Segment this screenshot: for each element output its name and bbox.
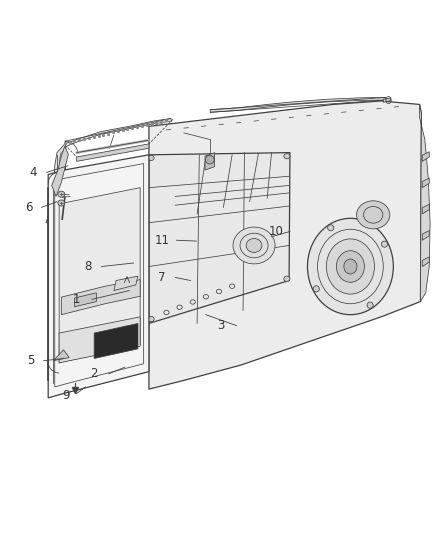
Ellipse shape: [357, 201, 390, 229]
Polygon shape: [422, 152, 429, 161]
Polygon shape: [422, 204, 429, 214]
Ellipse shape: [58, 191, 65, 197]
Text: 4: 4: [29, 166, 37, 179]
Ellipse shape: [313, 286, 319, 292]
Ellipse shape: [233, 227, 275, 264]
Polygon shape: [114, 276, 138, 290]
Text: 9: 9: [62, 389, 70, 402]
Polygon shape: [210, 98, 386, 112]
Ellipse shape: [58, 200, 65, 206]
Polygon shape: [53, 350, 69, 361]
Polygon shape: [46, 118, 172, 223]
Ellipse shape: [328, 225, 334, 231]
Polygon shape: [422, 178, 429, 188]
Ellipse shape: [148, 155, 154, 160]
Polygon shape: [74, 293, 96, 307]
Polygon shape: [422, 257, 429, 266]
Ellipse shape: [326, 239, 374, 294]
Ellipse shape: [284, 276, 290, 281]
Ellipse shape: [344, 259, 357, 274]
Ellipse shape: [307, 219, 393, 314]
Ellipse shape: [246, 238, 262, 253]
Polygon shape: [149, 152, 290, 324]
Text: 10: 10: [268, 225, 283, 238]
Polygon shape: [61, 280, 140, 314]
Ellipse shape: [367, 302, 373, 308]
Ellipse shape: [205, 155, 214, 164]
Ellipse shape: [148, 317, 154, 322]
Polygon shape: [48, 155, 149, 398]
Text: 5: 5: [27, 354, 34, 367]
Text: 3: 3: [218, 319, 225, 332]
Text: 8: 8: [84, 260, 91, 273]
Polygon shape: [94, 324, 138, 359]
Polygon shape: [59, 188, 140, 363]
Ellipse shape: [381, 241, 388, 247]
Text: 2: 2: [90, 367, 98, 381]
Text: 6: 6: [25, 201, 32, 214]
Polygon shape: [422, 231, 429, 240]
Polygon shape: [77, 144, 149, 161]
Polygon shape: [205, 152, 215, 170]
Text: 11: 11: [155, 233, 170, 247]
Polygon shape: [149, 101, 421, 389]
Polygon shape: [59, 317, 140, 363]
Ellipse shape: [336, 251, 364, 282]
Polygon shape: [420, 104, 430, 302]
Text: 1: 1: [73, 293, 81, 306]
Polygon shape: [383, 98, 391, 102]
Ellipse shape: [284, 154, 290, 159]
Text: 7: 7: [158, 271, 166, 284]
Polygon shape: [52, 146, 68, 197]
